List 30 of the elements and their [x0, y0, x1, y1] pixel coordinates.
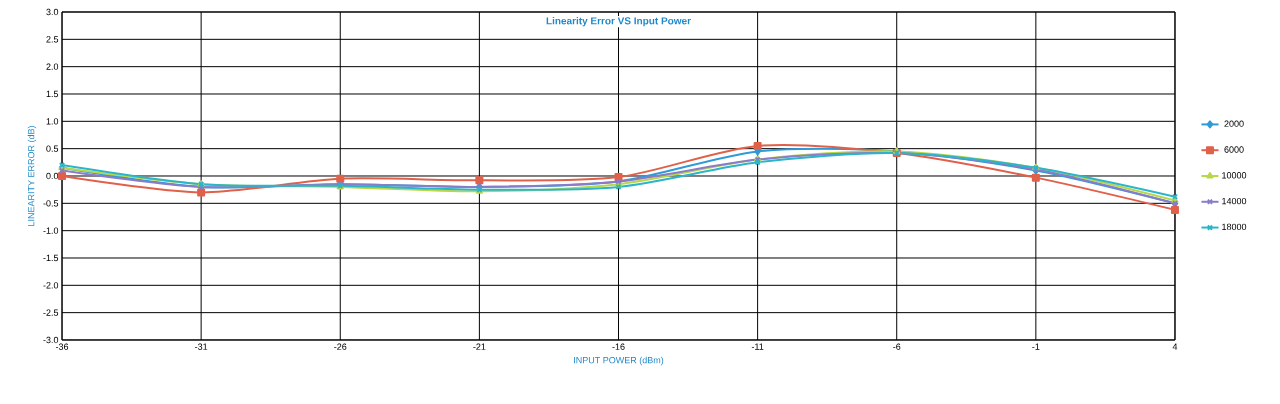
legend-label: 2000 [1224, 120, 1244, 127]
y-tick-label: 3.0 [46, 8, 59, 16]
y-tick-label: -3.0 [43, 336, 59, 344]
x-tick-label: -36 [55, 343, 69, 350]
legend-label: 18000 [1222, 223, 1247, 231]
legend-label: 14000 [1222, 197, 1247, 205]
y-tick-label: 0.5 [46, 145, 59, 152]
y-tick-label: 0.0 [46, 172, 59, 180]
y-axis-title: LINEARITY ERROR (dB) [27, 126, 37, 226]
x-axis-title: INPUT POWER (dBm) [574, 356, 664, 366]
x-tick-label: -31 [195, 343, 208, 350]
chart-title: Linearity Error VS Input Power [546, 17, 691, 27]
y-tick-label: -0.5 [43, 200, 59, 207]
y-tick-label: 1.5 [46, 90, 59, 98]
x-tick-label: -21 [473, 343, 486, 350]
y-tick-label: 2.5 [46, 36, 59, 43]
y-tick-label: 1.0 [46, 118, 59, 125]
legend-label: 10000 [1222, 172, 1247, 179]
y-tick-label: -1.5 [43, 254, 59, 262]
x-tick-label: -1 [1032, 343, 1040, 350]
x-tick-label: -26 [334, 343, 347, 350]
y-tick-label: 2.0 [46, 63, 59, 70]
x-tick-label: -11 [751, 343, 764, 350]
y-tick-label: -2.0 [43, 282, 59, 289]
x-tick-label: -6 [893, 343, 901, 350]
y-tick-label: -1.0 [43, 227, 59, 234]
y-tick-label: -2.5 [43, 309, 59, 316]
x-tick-label: -16 [612, 343, 625, 350]
x-tick-label: 4 [1172, 343, 1178, 350]
legend-label: 6000 [1224, 146, 1244, 153]
